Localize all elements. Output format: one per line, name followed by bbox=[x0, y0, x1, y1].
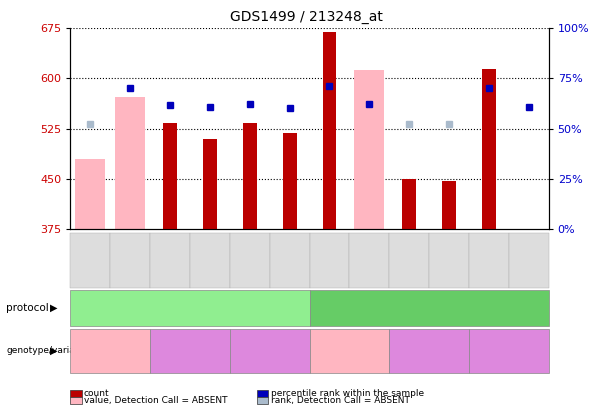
Bar bbox=[442, 181, 456, 229]
Text: HNF1beta A263in
sGG mutant: HNF1beta A263in sGG mutant bbox=[475, 341, 543, 360]
Text: GSM74428: GSM74428 bbox=[400, 236, 409, 285]
Text: count: count bbox=[84, 389, 110, 398]
Text: wild type
HNF1alpha: wild type HNF1alpha bbox=[89, 341, 131, 360]
Text: uninduced control: uninduced control bbox=[140, 303, 240, 313]
Bar bbox=[115, 96, 145, 229]
Bar bbox=[283, 133, 297, 229]
Bar bbox=[322, 32, 337, 229]
Text: overexpression: overexpression bbox=[387, 303, 471, 313]
Bar bbox=[243, 123, 257, 229]
Bar bbox=[402, 179, 416, 229]
Text: percentile rank within the sample: percentile rank within the sample bbox=[271, 389, 424, 398]
Text: GSM74429: GSM74429 bbox=[161, 236, 170, 285]
Text: ▶: ▶ bbox=[50, 303, 58, 313]
Text: GSM74421: GSM74421 bbox=[241, 236, 250, 285]
Text: GSM74427: GSM74427 bbox=[121, 236, 130, 285]
Text: GSM74423: GSM74423 bbox=[281, 236, 290, 285]
Text: wild type
HNF1beta: wild type HNF1beta bbox=[171, 341, 209, 360]
Text: rank, Detection Call = ABSENT: rank, Detection Call = ABSENT bbox=[271, 396, 410, 405]
Bar bbox=[354, 70, 384, 229]
Text: GSM74430: GSM74430 bbox=[440, 236, 449, 285]
Text: GSM74422: GSM74422 bbox=[520, 236, 528, 285]
Bar bbox=[75, 159, 105, 229]
Text: GSM74420: GSM74420 bbox=[480, 236, 489, 285]
Bar bbox=[163, 123, 177, 229]
Text: GSM74425: GSM74425 bbox=[82, 236, 91, 285]
Text: ▶: ▶ bbox=[50, 346, 58, 356]
Text: wild type
HNF1beta: wild type HNF1beta bbox=[410, 341, 448, 360]
Text: GSM74426: GSM74426 bbox=[360, 236, 369, 285]
Text: value, Detection Call = ABSENT: value, Detection Call = ABSENT bbox=[84, 396, 227, 405]
Text: HNF1beta A263in
sGG mutant: HNF1beta A263in sGG mutant bbox=[236, 341, 303, 360]
Text: wild type
HNF1alpha: wild type HNF1alpha bbox=[329, 341, 370, 360]
Text: protocol: protocol bbox=[6, 303, 49, 313]
Text: GDS1499 / 213248_at: GDS1499 / 213248_at bbox=[230, 10, 383, 24]
Bar bbox=[482, 69, 496, 229]
Text: genotype/variation: genotype/variation bbox=[6, 346, 93, 355]
Text: GSM74431: GSM74431 bbox=[201, 236, 210, 285]
Text: GSM74424: GSM74424 bbox=[321, 236, 330, 285]
Bar bbox=[203, 139, 217, 229]
